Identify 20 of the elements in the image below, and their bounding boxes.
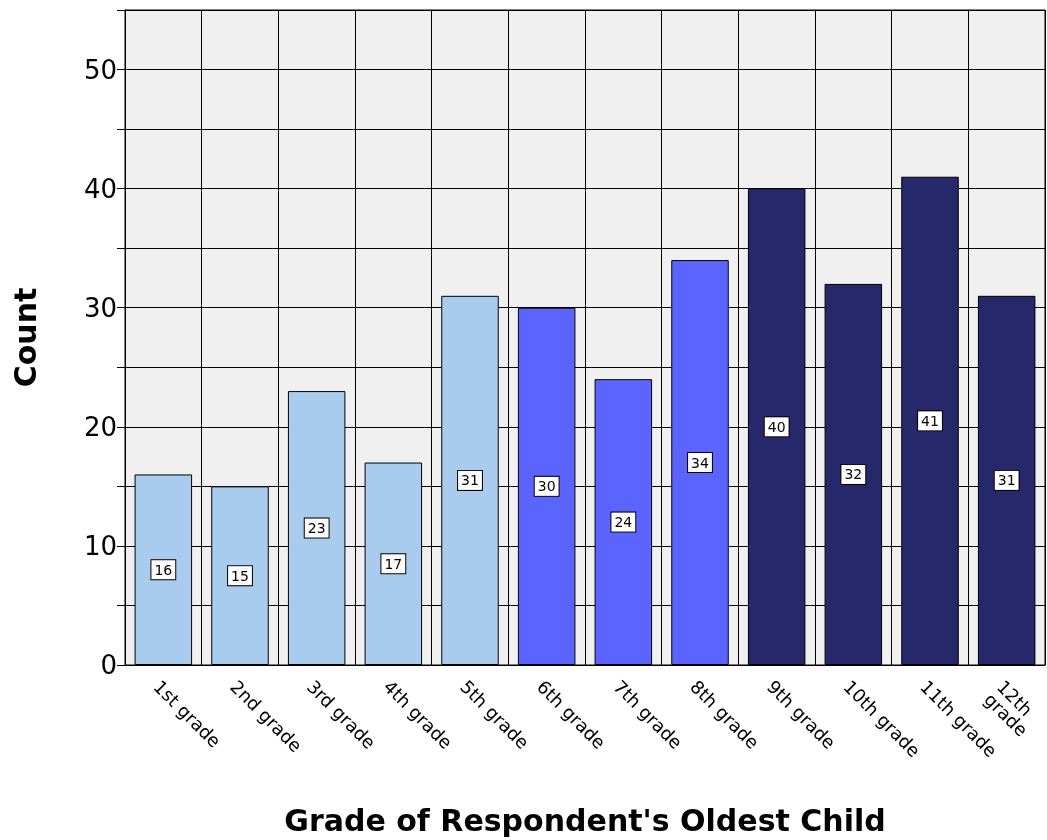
data-label: 16 [154,561,173,578]
data-label: 24 [614,514,633,531]
y-tick-label: 40 [83,173,117,204]
data-label: 30 [537,478,556,495]
data-label: 23 [307,520,326,537]
y-tick-label: 30 [83,292,117,323]
data-label: 40 [767,418,786,435]
x-axis-title: Grade of Respondent's Oldest Child [284,802,886,838]
data-label: 17 [384,555,403,572]
y-tick-label: 10 [83,530,117,561]
y-tick-label: 50 [83,54,117,85]
data-label: 31 [461,472,479,489]
y-tick-label: 0 [100,650,117,680]
y-axis-title: Count [7,287,43,388]
data-label: 31 [997,472,1016,489]
data-label: 15 [231,567,249,584]
data-label: 34 [691,454,709,471]
data-label: 32 [844,466,863,483]
y-tick-label: 20 [83,411,117,442]
data-label: 41 [921,412,939,429]
